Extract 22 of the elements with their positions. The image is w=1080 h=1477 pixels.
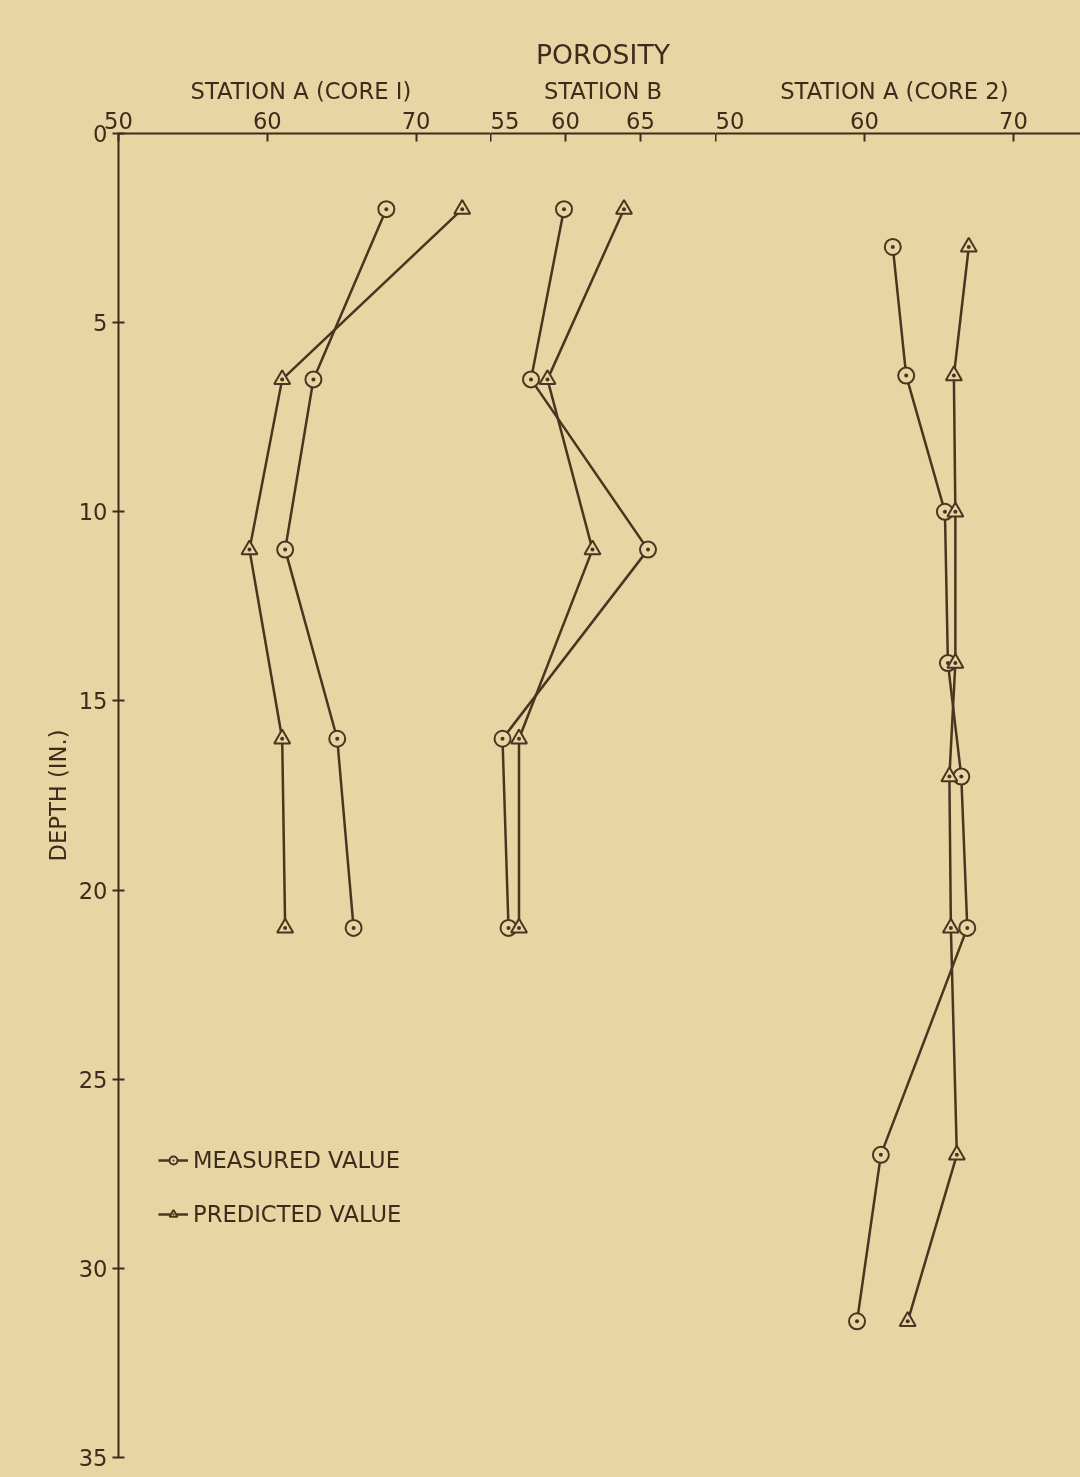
x-tick-label: 50 <box>715 107 745 134</box>
y-tick-label: 20 <box>78 877 108 904</box>
y-tick-label: 10 <box>78 499 108 526</box>
chart-title: POROSITY <box>536 38 671 70</box>
x-tick-label: 70 <box>999 107 1028 134</box>
x-tick-label: 60 <box>850 107 879 134</box>
y-tick-label: 35 <box>78 1445 108 1471</box>
legend-label: PREDICTED VALUE <box>193 1201 402 1227</box>
x-tick-label: 70 <box>401 107 431 134</box>
y-tick-label: 5 <box>93 310 108 337</box>
x-tick-label: 60 <box>252 107 282 134</box>
x-tick-label: 65 <box>626 107 655 134</box>
legend-label: MEASURED VALUE <box>193 1147 400 1173</box>
x-tick-label: 55 <box>490 107 520 134</box>
y-tick-label: 15 <box>78 688 108 715</box>
x-axis-title: STATION B <box>543 77 663 104</box>
y-tick-label: 30 <box>78 1255 108 1282</box>
x-axis-title: STATION A (CORE I) <box>190 77 412 104</box>
y-axis-title: DEPTH (IN.) <box>44 729 71 862</box>
y-tick-label: 25 <box>78 1066 108 1093</box>
x-tick-label: 60 <box>551 107 580 134</box>
x-axis-title: STATION A (CORE 2) <box>780 77 1009 104</box>
